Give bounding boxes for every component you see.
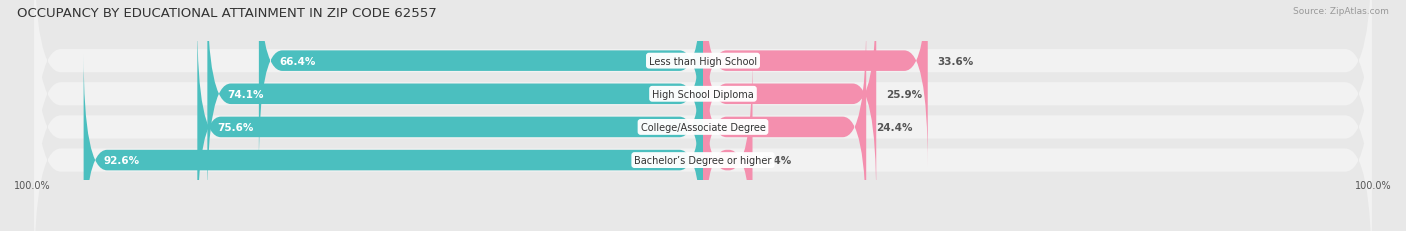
FancyBboxPatch shape [207,0,703,200]
Text: Less than High School: Less than High School [650,56,756,66]
Text: Bachelor’s Degree or higher: Bachelor’s Degree or higher [634,155,772,165]
FancyBboxPatch shape [703,55,752,231]
Text: 92.6%: 92.6% [104,155,139,165]
FancyBboxPatch shape [703,0,928,167]
Text: OCCUPANCY BY EDUCATIONAL ATTAINMENT IN ZIP CODE 62557: OCCUPANCY BY EDUCATIONAL ATTAINMENT IN Z… [17,7,437,20]
FancyBboxPatch shape [34,0,1372,215]
Text: Source: ZipAtlas.com: Source: ZipAtlas.com [1294,7,1389,16]
FancyBboxPatch shape [703,0,876,200]
Text: 66.4%: 66.4% [278,56,315,66]
Text: 25.9%: 25.9% [886,89,922,99]
Text: College/Associate Degree: College/Associate Degree [641,122,765,132]
FancyBboxPatch shape [259,0,703,167]
Text: 7.4%: 7.4% [762,155,792,165]
Text: High School Diploma: High School Diploma [652,89,754,99]
FancyBboxPatch shape [34,7,1372,231]
FancyBboxPatch shape [703,22,866,231]
FancyBboxPatch shape [83,55,703,231]
Text: 74.1%: 74.1% [228,89,264,99]
Text: 100.0%: 100.0% [14,180,51,190]
FancyBboxPatch shape [34,0,1372,182]
FancyBboxPatch shape [34,40,1372,231]
Text: 33.6%: 33.6% [938,56,974,66]
Text: 24.4%: 24.4% [876,122,912,132]
FancyBboxPatch shape [197,22,703,231]
Text: 75.6%: 75.6% [218,122,253,132]
Text: 100.0%: 100.0% [1355,180,1392,190]
